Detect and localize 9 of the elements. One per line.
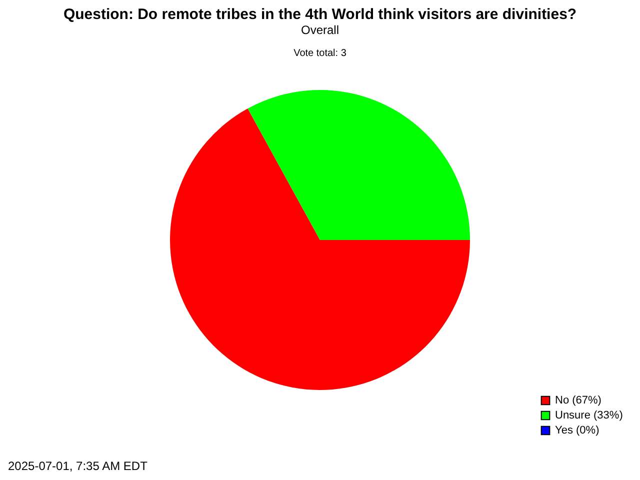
text: Vote total: 3 — [292, 48, 348, 59]
text: 2025-07-01, 7:35 AM EDT — [8, 459, 148, 473]
legend-label: No (67%) — [555, 394, 602, 406]
chart-subtitle: Overall — [300, 23, 340, 37]
legend-label: Yes (0%) — [555, 424, 600, 436]
chart-title: Question: Do remote tribes in the 4th World think visitors are divinities? — [63, 6, 577, 23]
legend-label: Unsure (33%) — [555, 410, 623, 422]
pie-slice — [170, 108, 470, 390]
pie-slice — [248, 90, 470, 240]
